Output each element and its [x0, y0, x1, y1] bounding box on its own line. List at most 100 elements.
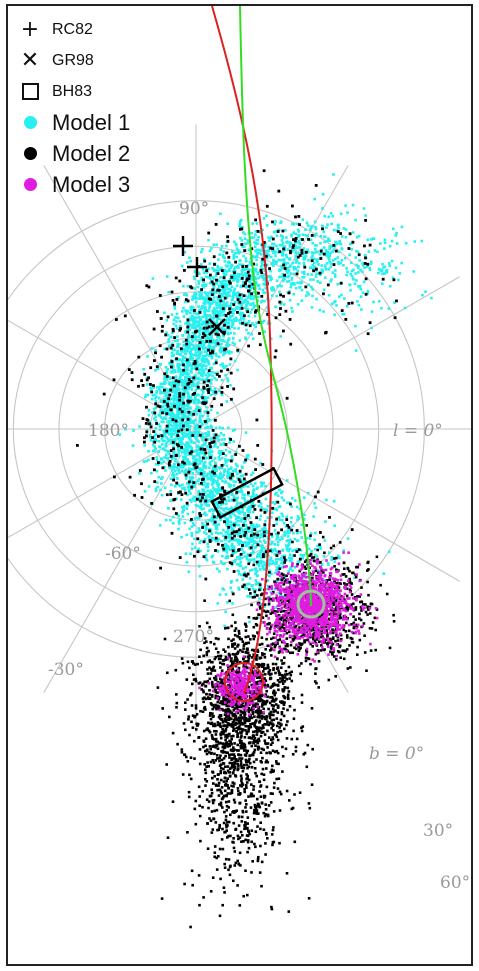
data-point: [255, 254, 259, 258]
data-point: [282, 244, 286, 248]
data-point: [191, 482, 195, 486]
data-point: [277, 591, 281, 595]
data-point: [187, 570, 191, 574]
data-point: [199, 539, 203, 543]
data-point: [294, 252, 298, 255]
data-point: [207, 330, 211, 333]
data-point: [245, 328, 248, 332]
data-point: [239, 660, 242, 664]
data-point: [244, 729, 247, 732]
data-point: [264, 587, 268, 591]
data-point: [327, 256, 330, 259]
data-point: [191, 476, 195, 479]
data-point: [193, 319, 197, 323]
data-point: [236, 496, 239, 500]
data-point: [183, 376, 187, 379]
data-point: [233, 309, 237, 312]
data-point: [172, 476, 175, 479]
data-point: [211, 481, 215, 484]
data-point: [221, 338, 224, 342]
data-point: [185, 458, 189, 461]
data-point: [198, 795, 201, 798]
data-point: [204, 364, 208, 368]
data-point: [214, 690, 218, 694]
data-point: [261, 653, 264, 657]
data-point: [302, 247, 306, 250]
data-point: [229, 516, 232, 519]
data-point: [270, 572, 273, 575]
data-point: [344, 236, 348, 239]
data-point: [214, 344, 218, 347]
data-point: [235, 503, 239, 507]
data-point: [255, 560, 259, 564]
data-point: [188, 356, 192, 360]
data-point: [316, 260, 319, 264]
data-point: [205, 377, 208, 380]
data-point: [183, 448, 187, 451]
data-point: [333, 313, 336, 317]
data-point: [316, 569, 320, 573]
data-point: [190, 421, 194, 424]
data-point: [212, 523, 216, 526]
data-point: [245, 300, 248, 303]
data-point: [181, 310, 184, 313]
data-point: [334, 269, 337, 272]
data-point: [201, 372, 204, 375]
data-point: [270, 287, 273, 290]
data-point: [191, 472, 195, 475]
data-point: [193, 397, 197, 400]
data-point: [281, 490, 284, 493]
data-point: [203, 305, 206, 308]
data-point: [350, 603, 353, 606]
data-point: [225, 520, 229, 523]
data-point: [248, 280, 251, 283]
data-point: [191, 367, 194, 371]
data-point: [207, 291, 210, 295]
data-point: [151, 386, 154, 389]
data-point: [229, 266, 233, 269]
data-point: [216, 311, 219, 315]
data-point: [260, 528, 264, 531]
data-point: [267, 564, 270, 567]
data-point: [233, 514, 237, 517]
data-point: [294, 245, 297, 248]
data-point: [209, 341, 212, 345]
data-point: [228, 533, 231, 537]
data-point: [197, 431, 201, 434]
data-point: [311, 254, 314, 257]
data-point: [228, 269, 231, 272]
data-point: [253, 560, 256, 563]
data-point: [231, 293, 235, 296]
data-point: [321, 251, 324, 255]
data-point: [178, 367, 182, 371]
data-point: [227, 496, 230, 499]
data-point: [270, 719, 274, 722]
data-point: [226, 379, 230, 383]
data-point: [344, 204, 347, 207]
data-point: [361, 270, 364, 273]
data-point: [196, 462, 200, 466]
data-point: [138, 472, 141, 475]
data-point: [198, 459, 201, 462]
data-point: [226, 339, 230, 342]
data-point: [337, 223, 340, 227]
data-point: [380, 268, 384, 272]
data-point: [370, 260, 373, 264]
data-point: [218, 477, 222, 480]
data-point: [307, 491, 310, 495]
data-point: [275, 568, 278, 572]
data-point: [207, 649, 210, 653]
data-point: [285, 544, 288, 547]
data-point: [246, 594, 249, 598]
data-point: [186, 362, 189, 365]
polar-plot: 90°180° l = 0°270°-60°-30°b = 0°30°60°: [8, 6, 471, 929]
data-point: [217, 438, 220, 442]
data-point: [266, 504, 270, 508]
data-point: [291, 549, 294, 553]
data-point: [277, 515, 281, 519]
data-point: [222, 473, 225, 476]
data-point: [200, 290, 203, 294]
data-point: [149, 438, 153, 442]
data-point: [261, 321, 264, 324]
data-point: [259, 559, 263, 563]
